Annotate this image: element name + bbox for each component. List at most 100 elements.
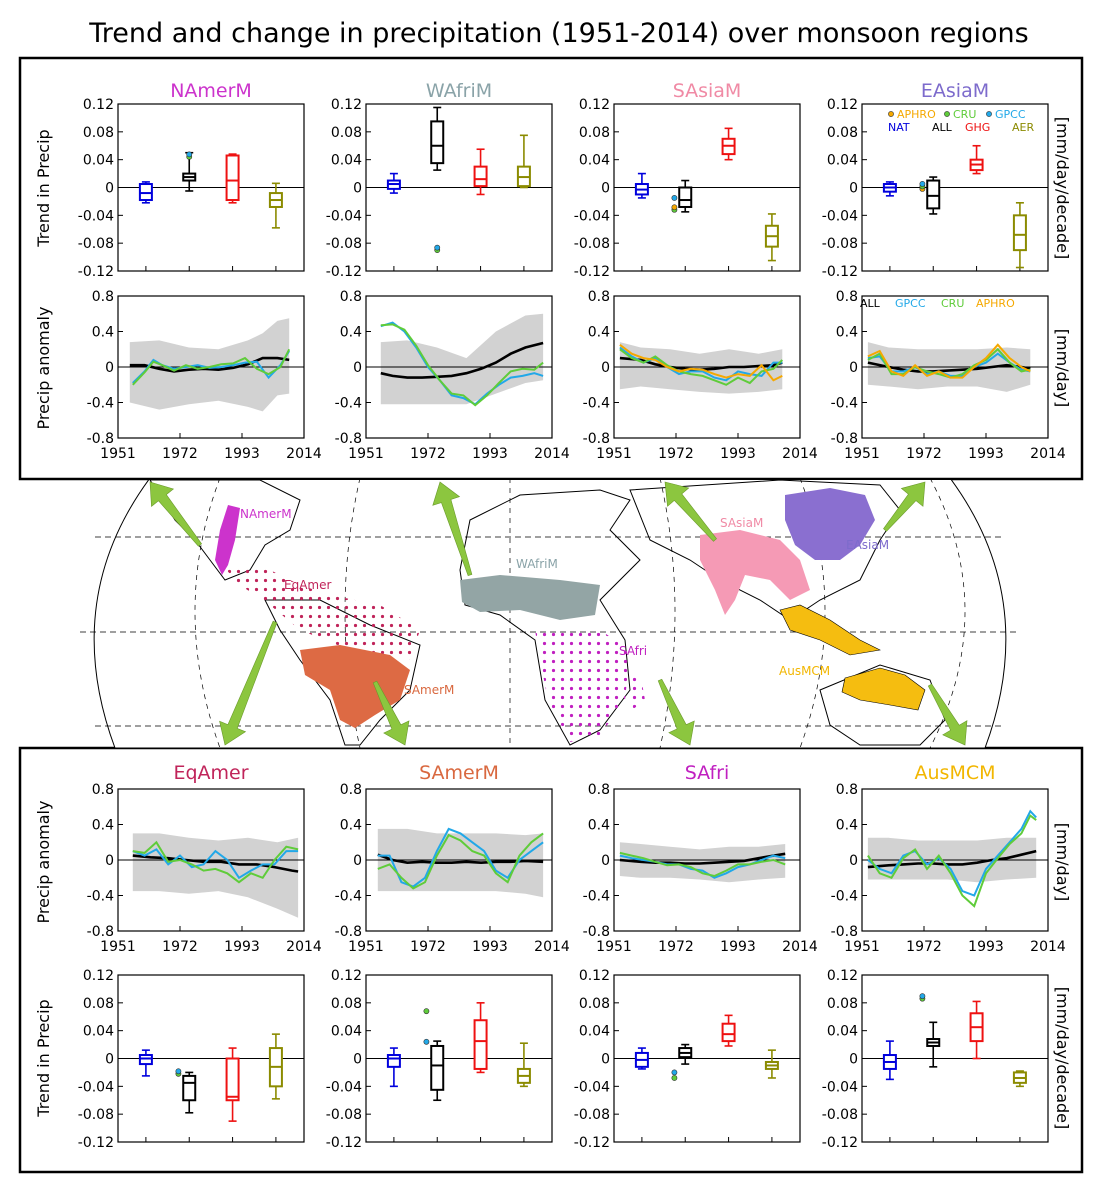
x-tick-label: 1993 [224,446,260,462]
y-tick-label: 0.04 [331,1024,362,1040]
spread-band [129,318,290,412]
x-tick-label: 1951 [348,939,384,955]
box-ghg [969,1000,984,1060]
x-tick-label: 2014 [1030,939,1066,955]
legend-label: GPCC [895,297,926,310]
trend-unit-top: [mm/day/decade] [1053,117,1072,259]
box-body [721,1022,736,1043]
legend-label: APHRO [976,297,1015,310]
region-arrow [664,481,717,542]
y-tick-label: 0 [105,1052,114,1068]
box-ghg [721,127,736,161]
obs-marker [423,1038,430,1045]
obs-marker [671,1069,678,1076]
y-tick-label: 0.04 [83,1024,114,1040]
obs-marker [423,1008,430,1015]
region-eqamer [222,565,420,660]
obs-marker [919,993,926,1000]
box-nat [634,1047,649,1070]
y-tick-label: 0.8 [588,782,610,798]
region-ausmcm-islands [779,604,881,656]
top-frame [18,56,1084,481]
y-tick-label: 0.08 [83,125,114,141]
y-tick-label: 0 [353,1052,362,1068]
map-label-samerm: SAmerM [404,683,454,697]
y-tick-label: -0.4 [87,889,114,905]
chart-panels: 0.120.080.040-0.04-0.08-0.12NAmerM0.120.… [34,80,1072,1151]
x-tick-label: 1993 [968,939,1004,955]
y-tick-label: -0.08 [78,236,114,252]
legend-label: APHRO [897,108,936,121]
y-tick-label: -0.08 [574,236,610,252]
region-safri [535,630,630,742]
y-tick-label: 0.8 [588,289,610,305]
box-aer [1012,1070,1027,1088]
y-tick-label: -0.12 [822,1135,858,1151]
panel-box-namerm: 0.12 0.08 0.04 0 -0.04 -0.08 -0.12 NAmerM [78,80,305,280]
box-body [473,165,488,188]
y-tick-label: 0.12 [827,97,858,113]
x-tick-label: 2014 [286,446,322,462]
y-tick-label: -0.08 [574,1107,610,1123]
panel-title: EqAmer [173,762,248,784]
y-tick-label: 0 [353,853,362,869]
spread-band [132,833,299,918]
series-cru [380,323,544,407]
y-tick-label: 0 [601,1052,610,1068]
y-tick-label: -0.4 [87,396,114,412]
x-tick-label: 1972 [658,446,694,462]
box-body [225,1057,240,1102]
box-nat [138,1049,153,1077]
y-tick-label: 0.8 [340,289,362,305]
series-gpcc [619,854,786,879]
y-tick-label: 0.4 [92,325,114,341]
box-body [430,120,445,165]
legend-label: GHG [965,121,990,134]
y-tick-label: -0.4 [583,889,610,905]
map-label-namerm: NAmerM [240,507,292,521]
box-body [138,183,153,202]
y-tick-label: 0.04 [331,153,362,169]
y-tick-label: -0.04 [574,208,610,224]
region-namerm [215,505,240,575]
y-tick-label: 0.8 [340,782,362,798]
box-ghg [225,1047,240,1122]
y-tick-label: -0.4 [335,396,362,412]
region-arrow [372,680,410,746]
series-all [129,356,290,373]
series-all [380,341,544,379]
trend-ylabel-top: Trend in Precip [34,129,53,247]
obs-marker [919,180,926,187]
x-tick-label: 1972 [658,939,694,955]
region-wafrim [460,575,600,620]
y-tick-label: 0.08 [579,996,610,1012]
y-tick-label: -0.08 [822,1107,858,1123]
y-tick-label: -0.4 [335,889,362,905]
series-cru [377,832,544,890]
panel-title: WAfriM [426,80,492,102]
map-label-sasiam: SAsiaM [720,516,763,530]
y-tick-label: 0.8 [92,782,114,798]
region-arrow [657,678,695,746]
legend-label: ALL [860,297,881,310]
series-all [377,853,544,865]
y-tick-label: 0 [849,360,858,376]
box-ghg [721,1014,736,1047]
panel-title: AusMCM [915,762,996,784]
y-tick-label: -0.4 [583,396,610,412]
y-tick-label: 0 [601,360,610,376]
panel-title: SAfri [685,762,730,784]
y-tick-label: 0.08 [83,996,114,1012]
x-tick-label: 2014 [782,939,818,955]
box-body [1012,214,1027,252]
series-gpcc [380,321,544,406]
region-sasiam [700,530,810,615]
legend-label: ALL [932,121,953,134]
box-body [678,186,693,208]
obs-marker [186,151,193,158]
